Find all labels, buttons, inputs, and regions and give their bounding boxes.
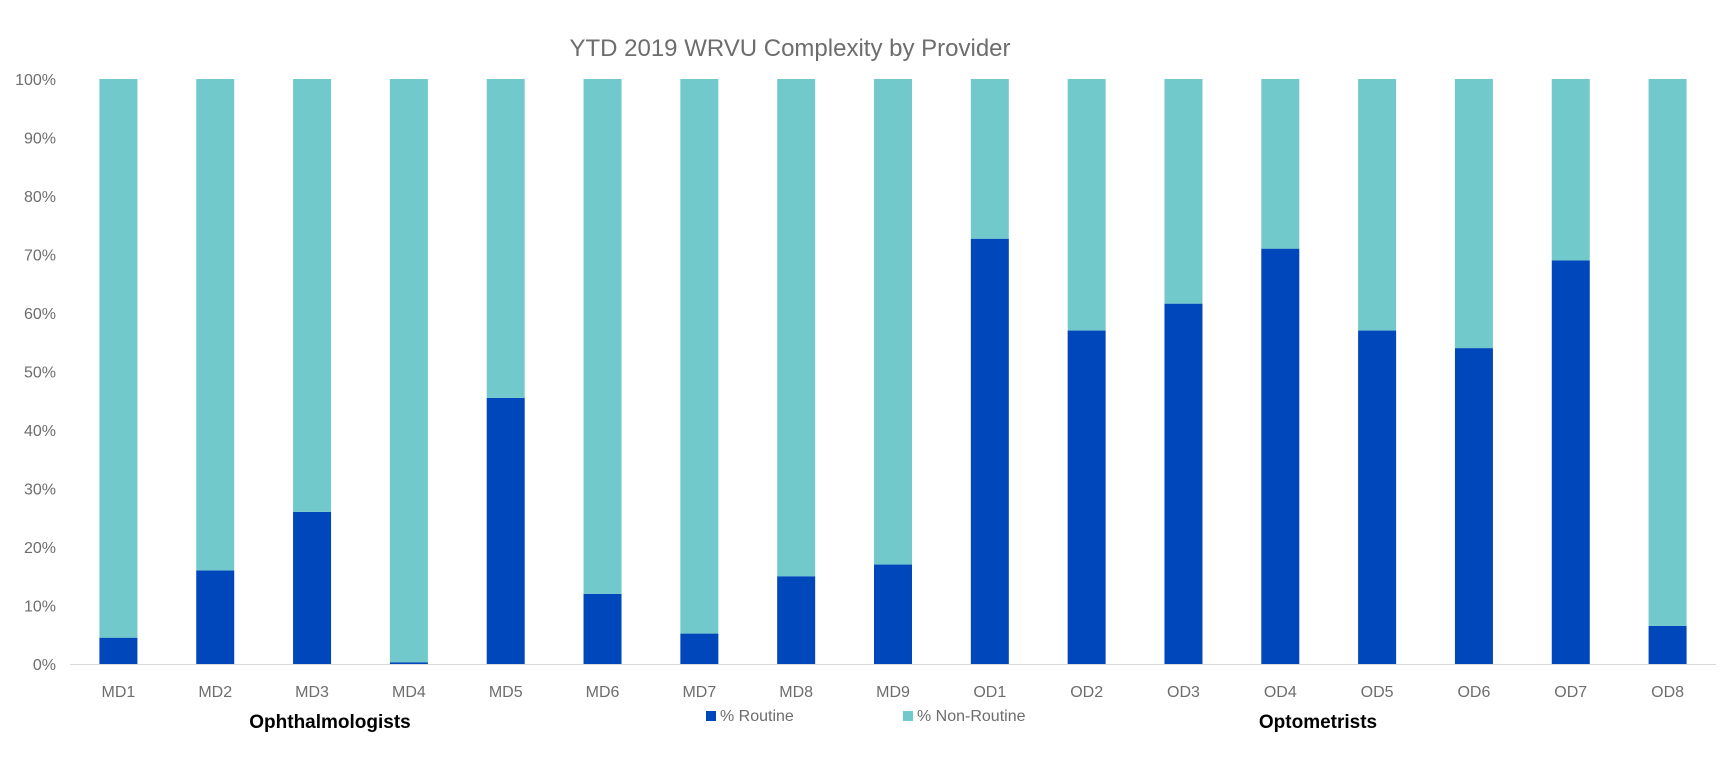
y-tick-label: 10% — [24, 599, 56, 616]
legend-label-non-routine: % Non-Routine — [917, 708, 1026, 725]
chart-title: YTD 2019 WRVU Complexity by Provider — [569, 35, 1010, 62]
legend-swatch-non-routine — [903, 711, 913, 721]
x-tick-label: MD8 — [779, 684, 813, 701]
y-tick-label: 60% — [24, 306, 56, 323]
group-label-ophthalmologists: Ophthalmologists — [249, 712, 411, 733]
bar-md5-routine — [486, 397, 525, 664]
y-tick-label: 30% — [24, 482, 56, 499]
bar-md1-non-routine — [99, 79, 138, 638]
bar-md3-non-routine — [293, 79, 332, 512]
y-tick-label: 100% — [15, 72, 56, 89]
x-tick-label: OD3 — [1167, 684, 1200, 701]
bar-md8-routine — [777, 576, 816, 664]
bar-od1-non-routine — [970, 79, 1009, 239]
bar-md7-non-routine — [680, 79, 719, 634]
bar-od8-non-routine — [1648, 79, 1687, 626]
bar-md9-routine — [874, 564, 912, 664]
bar-md5-non-routine — [486, 79, 525, 398]
bar-od6-routine — [1454, 348, 1493, 664]
x-tick-label: MD6 — [586, 684, 620, 701]
x-tick-label: OD4 — [1264, 684, 1297, 701]
y-tick-label: 90% — [24, 131, 56, 148]
bar-od3-routine — [1164, 303, 1203, 664]
bar-od6-non-routine — [1454, 79, 1493, 349]
bar-md9-non-routine — [874, 79, 912, 565]
x-tick-label: OD8 — [1651, 684, 1684, 701]
bar-md3-routine — [293, 511, 332, 664]
x-tick-label: MD4 — [392, 684, 426, 701]
x-tick-label: OD7 — [1554, 684, 1587, 701]
bar-od2-routine — [1067, 330, 1106, 664]
x-tick-label: OD6 — [1457, 684, 1490, 701]
bar-od2-non-routine — [1067, 79, 1106, 331]
bar-md4-routine — [389, 662, 428, 664]
bar-od4-non-routine — [1261, 79, 1300, 249]
x-tick-label: MD3 — [295, 684, 329, 701]
y-tick-label: 70% — [24, 248, 56, 265]
y-axis: 0% 10% 20% 30% 40% 50% 60% 70% 80% 90% 100% — [15, 72, 56, 674]
x-tick-label: MD2 — [198, 684, 232, 701]
legend: % Routine % Non-Routine — [706, 708, 1026, 725]
bars — [99, 79, 1687, 664]
bar-md7-routine — [680, 633, 719, 664]
bar-od5-non-routine — [1358, 79, 1397, 331]
bar-md2-routine — [196, 570, 235, 664]
bar-md6-non-routine — [583, 79, 622, 594]
x-tick-label: MD7 — [682, 684, 716, 701]
x-axis: MD1 MD2 MD3 MD4 MD5 MD6 MD7 MD8 MD9 OD1 OD2 OD3 OD4 O… — [102, 684, 1685, 701]
bar-md1-routine — [99, 637, 138, 664]
x-tick-label: MD9 — [876, 684, 910, 701]
x-tick-label: MD5 — [489, 684, 523, 701]
x-tick-label: MD1 — [102, 684, 136, 701]
x-tick-label: OD5 — [1361, 684, 1394, 701]
x-tick-label: OD1 — [973, 684, 1006, 701]
bar-od7-non-routine — [1551, 79, 1590, 261]
bar-od4-routine — [1261, 248, 1300, 664]
bar-md6-routine — [583, 593, 622, 664]
bar-od1-routine — [970, 238, 1009, 664]
bar-md8-non-routine — [777, 79, 816, 577]
y-tick-label: 40% — [24, 423, 56, 440]
bar-od8-routine — [1648, 625, 1687, 664]
legend-label-routine: % Routine — [720, 708, 794, 725]
legend-swatch-routine — [706, 711, 716, 721]
bar-md2-non-routine — [196, 79, 235, 571]
y-tick-label: 20% — [24, 540, 56, 557]
y-tick-label: 50% — [24, 365, 56, 382]
bar-od5-routine — [1358, 330, 1397, 664]
bar-od3-non-routine — [1164, 79, 1203, 304]
bar-md4-non-routine — [389, 79, 428, 663]
group-label-optometrists: Optometrists — [1259, 712, 1377, 733]
bar-od7-routine — [1551, 260, 1590, 664]
y-tick-label: 80% — [24, 189, 56, 206]
x-tick-label: OD2 — [1070, 684, 1103, 701]
y-tick-label: 0% — [33, 657, 56, 674]
